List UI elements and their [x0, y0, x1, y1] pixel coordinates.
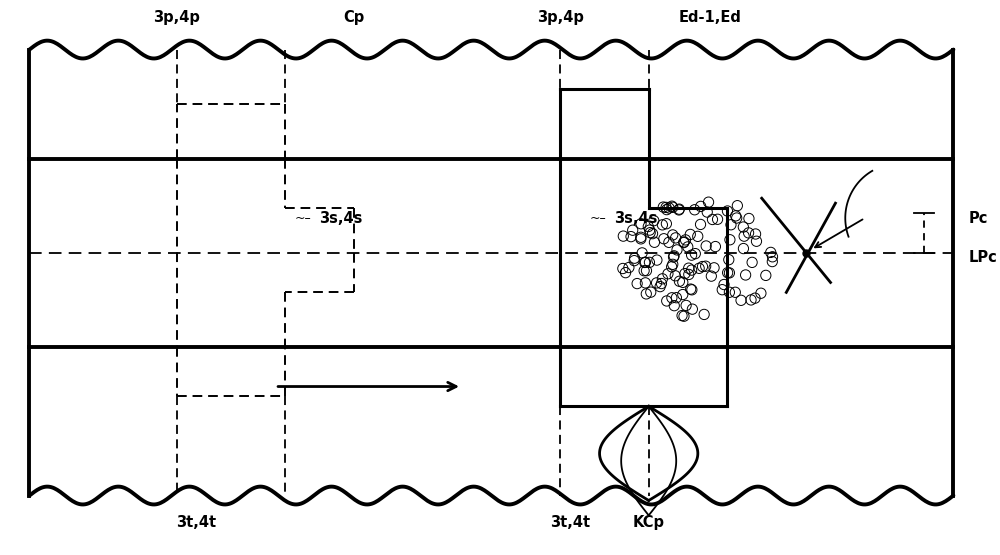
Text: 3t,4t: 3t,4t: [550, 515, 590, 530]
Text: 3s,4s: 3s,4s: [614, 210, 658, 225]
Text: 3p,4p: 3p,4p: [537, 10, 584, 25]
Text: LPc: LPc: [968, 250, 997, 265]
Text: 3t,4t: 3t,4t: [177, 515, 217, 530]
Text: 3p,4p: 3p,4p: [153, 10, 200, 25]
Text: Cp: Cp: [343, 10, 364, 25]
Text: ~–: ~–: [590, 211, 606, 225]
Text: 3s,4s: 3s,4s: [319, 210, 363, 225]
Text: ~–: ~–: [295, 211, 312, 225]
Text: Pc: Pc: [968, 210, 988, 225]
Text: KCp: KCp: [633, 515, 665, 530]
Text: Ed-1,Ed: Ed-1,Ed: [678, 10, 741, 25]
